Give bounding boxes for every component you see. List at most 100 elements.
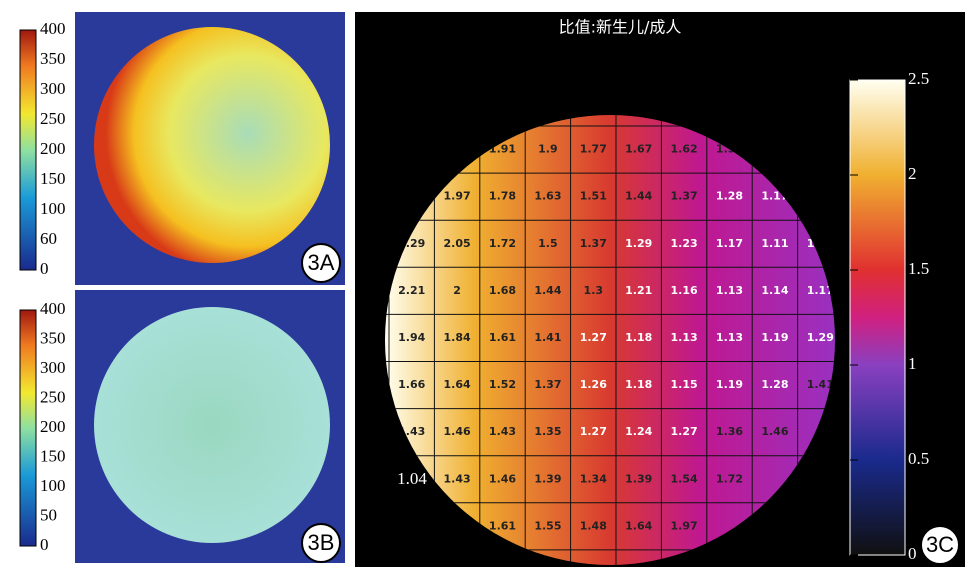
cell-value: 1.27 <box>580 425 607 438</box>
cell-value: 1.9 <box>538 143 558 156</box>
cell-value: 1.29 <box>625 237 652 250</box>
colorbar-tick-label: 0 <box>40 259 49 278</box>
panel-label: 3A <box>308 250 335 275</box>
colorbar-tick-label: 200 <box>40 417 66 436</box>
colorbar-tick-label: 0 <box>908 544 917 563</box>
cell-value: 1.43 <box>489 425 516 438</box>
colorbar-tick-label: 1 <box>908 354 917 373</box>
cell-value: 1.19 <box>761 331 788 344</box>
cell-value: 1.46 <box>761 425 788 438</box>
label-badge <box>301 523 341 563</box>
cell-value: 1.37 <box>580 237 607 250</box>
colorbar-tick-label: 250 <box>40 109 66 128</box>
cell-value: 1.14 <box>761 284 788 297</box>
cell-value: 1.48 <box>580 519 607 532</box>
colorbar-tick-label: 100 <box>40 199 66 218</box>
title: 比值:新生儿/成人 <box>559 18 682 37</box>
colorbar-tick-label: 400 <box>40 19 66 38</box>
cell-value: 1.67 <box>625 143 652 156</box>
cell-value: 1.29 <box>807 331 834 344</box>
colorbar-tick-label: 2.5 <box>908 69 929 88</box>
colorbar-tick-label: 350 <box>40 328 66 347</box>
cell-value: 2.05 <box>444 237 471 250</box>
cell-value: 1.28 <box>716 190 743 203</box>
panel-label: 3C <box>926 532 954 557</box>
cell-value: 1.37 <box>534 378 561 391</box>
cell-value: 1.23 <box>671 237 698 250</box>
cell-value: 1.66 <box>398 378 425 391</box>
colorbar-tick-label: 250 <box>40 387 66 406</box>
cell-value: 1.68 <box>489 284 516 297</box>
cell-value: 1.64 <box>444 378 471 391</box>
cell-value: 1.39 <box>534 472 561 485</box>
cell-value: 1.84 <box>444 331 471 344</box>
cell-value: 1.64 <box>625 519 652 532</box>
cell-value: 1.5 <box>538 237 558 250</box>
panel-a: 3A <box>19 12 345 285</box>
cell-value: 1.46 <box>489 472 516 485</box>
cell-value: 1.24 <box>625 425 652 438</box>
cell-value: 1.54 <box>671 472 698 485</box>
cell-value: 1.37 <box>671 190 698 203</box>
cell-value: 2 <box>453 284 461 297</box>
label-badge <box>301 243 341 283</box>
cell-value: 1.52 <box>489 378 516 391</box>
panel-c: 比值:新生儿/成人 3C 1.911.91.771.671.621.521.97… <box>355 12 965 567</box>
cell-value: 1.41 <box>807 378 834 391</box>
cell-value: 1.28 <box>761 378 788 391</box>
cell-value: 1.11 <box>761 237 788 250</box>
cell-value: 1.26 <box>580 378 607 391</box>
colorbar-tick-label: 350 <box>40 49 66 68</box>
cell-value: 1.13 <box>671 331 698 344</box>
cell-value: 1.72 <box>489 237 516 250</box>
colorbar-tick-label: 2 <box>908 164 917 183</box>
cell-value: 2.21 <box>398 284 425 297</box>
colorbar-tick-label: 60 <box>40 229 57 248</box>
cell-value: 1.77 <box>580 143 607 156</box>
colorbar-tick-label: 100 <box>40 476 66 495</box>
colorbar-tick-label: 400 <box>40 299 66 318</box>
cell-value: 1.41 <box>534 331 561 344</box>
cell-value: 1.15 <box>671 378 698 391</box>
cell-value: 1.18 <box>625 331 652 344</box>
cell-value: 1.17 <box>807 284 834 297</box>
outside-value: 1.04 <box>397 469 427 488</box>
cell-value: 1.97 <box>444 190 471 203</box>
colorbar-tick-label: 200 <box>40 139 66 158</box>
cell-value: 1.21 <box>625 284 652 297</box>
cell-value: 1.17 <box>716 237 743 250</box>
heatmap <box>385 115 835 565</box>
cell-value: 1.61 <box>489 331 516 344</box>
cell-value: 1.61 <box>489 519 516 532</box>
heatmap <box>94 27 330 263</box>
cell-value: 1.36 <box>716 425 743 438</box>
label-badge <box>920 525 960 565</box>
cell-value: 1.44 <box>534 284 561 297</box>
cell-value: 1.43 <box>444 472 471 485</box>
panel-label: 3B <box>308 530 335 555</box>
colorbar-tick-label: 300 <box>40 358 66 377</box>
cell-value: 1.18 <box>625 378 652 391</box>
colorbar <box>849 79 906 556</box>
cell-value: 1.55 <box>534 519 561 532</box>
cell-value: 1.63 <box>534 190 561 203</box>
colorbar-tick-label: 1.5 <box>908 259 929 278</box>
cell-value: 1.51 <box>580 190 607 203</box>
cell-value: 1.27 <box>671 425 698 438</box>
cell-value: 1.34 <box>580 472 607 485</box>
cell-value: 1.13 <box>716 284 743 297</box>
cell-value: 1.78 <box>489 190 516 203</box>
colorbar <box>19 29 37 271</box>
cell-value: 1.35 <box>534 425 561 438</box>
colorbar-tick-label: 0 <box>40 535 49 554</box>
cell-value: 1.19 <box>716 378 743 391</box>
colorbar <box>19 309 37 547</box>
cell-value: 1.94 <box>398 331 425 344</box>
cell-value: 1.39 <box>625 472 652 485</box>
cell-value: 1.72 <box>716 472 743 485</box>
cell-value: 1.46 <box>444 425 471 438</box>
cell-value: 1.16 <box>671 284 698 297</box>
colorbar-tick-label: 50 <box>40 505 57 524</box>
colorbar-tick-label: 0.5 <box>908 449 929 468</box>
